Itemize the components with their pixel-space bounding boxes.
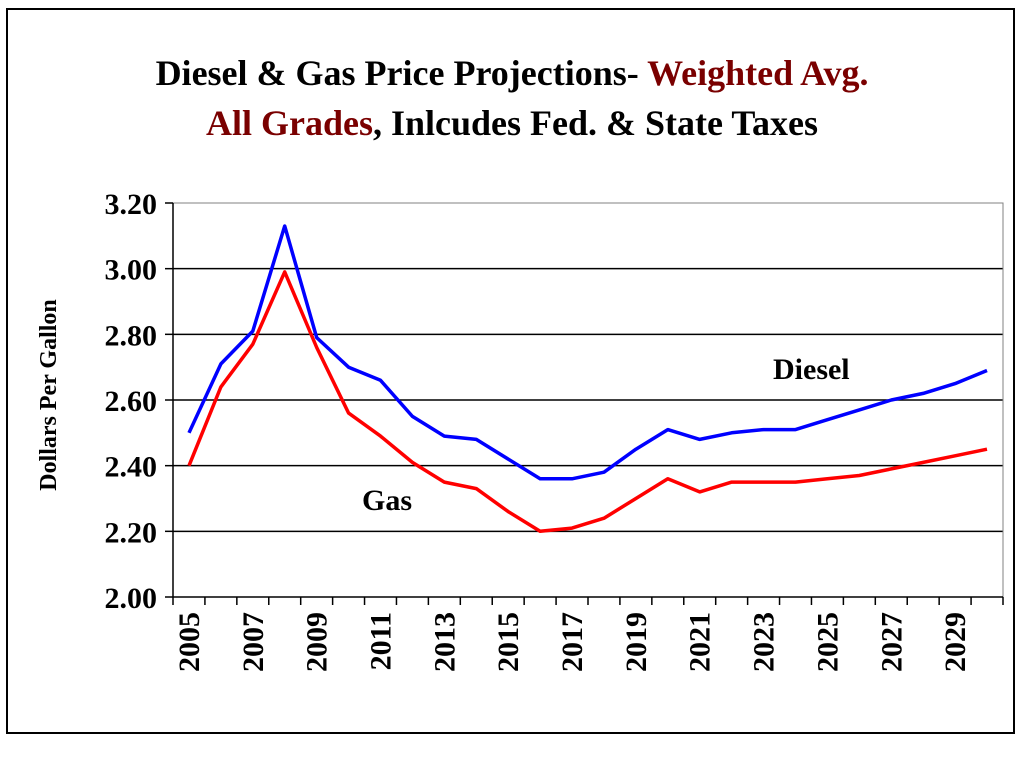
y-tick-label: 2.80	[105, 319, 158, 352]
x-tick-label: 2027	[875, 612, 908, 672]
x-tick-label: 2007	[237, 612, 270, 672]
grid-lines	[173, 267, 1003, 533]
series-line-gas	[187, 270, 988, 534]
title-part-2: Weighted Avg.	[647, 53, 869, 93]
series-label-diesel: Diesel	[773, 353, 850, 386]
x-tick-label: 2011	[365, 612, 398, 670]
x-axis: 2005 2007 2009 2011 2013 2015 2017 2019 2021 2023…	[172, 596, 1004, 672]
y-tick-label: 2.00	[105, 582, 158, 615]
x-tick-label: 2005	[173, 612, 206, 672]
series-lines	[187, 224, 988, 534]
y-tick-label: 3.00	[105, 254, 158, 287]
series-label-gas: Gas	[362, 484, 412, 517]
title-part-4: , Inlcudes Fed. & State Taxes	[372, 103, 819, 143]
series-line-diesel	[187, 224, 988, 481]
x-tick-label: 2015	[492, 612, 525, 672]
title-part-1: Diesel & Gas Price Projections-	[155, 53, 648, 93]
y-axis-label: Dollars Per Gallon	[36, 299, 62, 491]
y-axis: 2.00 2.20 2.40 2.60 2.80 3.00 3.20	[105, 188, 174, 615]
x-tick-label: 2013	[428, 612, 461, 672]
y-tick-label: 2.60	[105, 385, 158, 418]
chart-title-line-2: All Grades, Inlcudes Fed. & State Taxes	[0, 102, 1024, 144]
x-tick-label: 2009	[301, 612, 334, 672]
chart-frame	[6, 8, 1015, 734]
x-tick-label: 2023	[748, 612, 781, 672]
y-tick-label: 2.20	[105, 516, 158, 549]
x-tick-label: 2021	[684, 612, 717, 672]
x-tick-label: 2025	[811, 612, 844, 672]
chart-title-line-1: Diesel & Gas Price Projections- Weighted…	[0, 52, 1024, 94]
x-tick-label: 2017	[556, 612, 589, 672]
x-tick-label: 2019	[620, 612, 653, 672]
title-part-3: All Grades	[205, 103, 373, 143]
y-tick-label: 2.40	[105, 451, 158, 484]
x-tick-label: 2029	[939, 612, 972, 672]
y-tick-label: 3.20	[105, 188, 158, 221]
